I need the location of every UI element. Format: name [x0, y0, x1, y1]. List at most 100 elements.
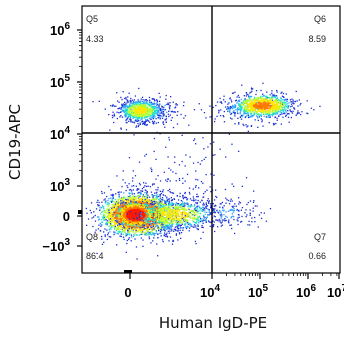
- event-dot: [162, 113, 164, 115]
- event-dot: [265, 110, 267, 112]
- event-dot: [173, 230, 175, 232]
- event-dot: [158, 227, 160, 229]
- event-dot: [139, 123, 141, 125]
- event-dot: [157, 121, 159, 124]
- event-dot: [286, 100, 288, 103]
- event-dot: [153, 198, 155, 200]
- event-dot: [219, 219, 221, 222]
- event-dot: [132, 205, 134, 207]
- event-dot: [112, 196, 114, 198]
- event-dot: [145, 110, 147, 112]
- event-dot: [246, 113, 248, 115]
- event-dot: [137, 103, 139, 106]
- event-dot: [272, 106, 274, 108]
- event-dot: [269, 102, 271, 104]
- event-dot: [194, 209, 197, 212]
- event-dot: [146, 226, 148, 228]
- event-dot: [265, 111, 267, 114]
- event-dot: [253, 96, 256, 99]
- event-dot: [127, 101, 130, 103]
- event-dot: [127, 196, 130, 199]
- event-dot: [140, 113, 143, 116]
- event-dot: [241, 220, 243, 223]
- event-dot: [168, 106, 171, 108]
- event-dot: [244, 106, 246, 108]
- event-dot: [130, 121, 132, 123]
- event-dot: [255, 102, 258, 105]
- event-dot: [165, 121, 167, 123]
- event-dot: [145, 199, 147, 202]
- event-dot: [155, 207, 157, 210]
- event-dot: [168, 103, 170, 105]
- event-dot: [108, 210, 110, 213]
- event-dot: [113, 208, 116, 210]
- event-dot: [122, 103, 125, 105]
- event-dot: [134, 198, 136, 200]
- event-dot: [108, 228, 111, 231]
- event-dot: [131, 110, 133, 112]
- event-dot: [240, 114, 243, 117]
- event-dot: [238, 96, 240, 98]
- event-dot: [161, 223, 163, 225]
- event-dot: [243, 112, 245, 114]
- event-dot: [279, 106, 281, 108]
- event-dot: [159, 195, 161, 197]
- event-dot: [269, 105, 271, 108]
- event-dot: [145, 111, 147, 113]
- event-dot: [266, 100, 268, 102]
- event-dot: [290, 111, 292, 113]
- event-dot: [110, 194, 112, 196]
- event-dot: [132, 197, 134, 200]
- event-dot: [252, 210, 254, 212]
- event-dot: [120, 110, 123, 112]
- event-dot: [138, 114, 140, 116]
- event-dot: [120, 232, 123, 234]
- event-dot: [125, 113, 128, 115]
- event-dot: [143, 114, 145, 116]
- event-dot: [254, 103, 256, 105]
- event-dot: [146, 102, 148, 104]
- event-dot: [112, 206, 114, 208]
- event-dot: [117, 224, 119, 226]
- event-dot: [241, 106, 243, 108]
- event-dot: [175, 106, 177, 108]
- event-dot: [167, 102, 169, 104]
- event-dot: [270, 106, 273, 109]
- event-dot: [113, 201, 115, 203]
- event-dot: [284, 110, 287, 112]
- event-dot: [101, 205, 104, 207]
- event-dot: [234, 106, 237, 108]
- event-dot: [139, 108, 141, 110]
- event-dot: [258, 104, 260, 106]
- event-dot: [267, 100, 270, 102]
- event-dot: [110, 211, 112, 213]
- event-dot: [215, 195, 217, 198]
- event-dot: [151, 113, 154, 116]
- event-dot: [166, 236, 169, 238]
- event-dot: [111, 207, 113, 209]
- event-dot: [267, 113, 269, 115]
- event-dot: [270, 102, 273, 104]
- event-dot: [173, 111, 176, 113]
- event-dot: [285, 99, 287, 101]
- event-dot: [261, 99, 263, 101]
- event-dot: [158, 106, 160, 108]
- event-dot: [147, 185, 149, 187]
- event-dot: [242, 103, 244, 105]
- event-dot: [111, 220, 113, 222]
- event-dot: [166, 200, 169, 202]
- event-dot: [148, 111, 150, 113]
- event-dot: [205, 207, 207, 209]
- event-dot: [156, 102, 158, 104]
- event-dot: [279, 107, 281, 109]
- event-dot: [161, 203, 163, 205]
- event-dot: [133, 116, 135, 118]
- event-dot: [159, 103, 161, 105]
- event-dot: [98, 224, 100, 226]
- event-dot: [249, 95, 252, 98]
- event-dot: [136, 120, 139, 122]
- event-dot: [149, 115, 152, 117]
- event-dot: [263, 109, 265, 111]
- event-dot: [119, 208, 121, 210]
- event-dot: [254, 104, 256, 106]
